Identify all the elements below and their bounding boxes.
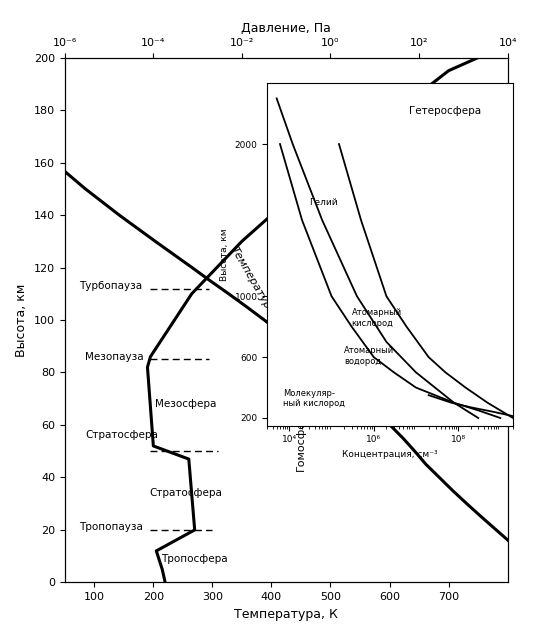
- Y-axis label: Высота, км: Высота, км: [220, 228, 229, 281]
- X-axis label: Давление, Па: Давление, Па: [241, 22, 331, 35]
- Text: Стратосфера: Стратосфера: [150, 488, 222, 498]
- X-axis label: Температура, К: Температура, К: [234, 607, 338, 621]
- Text: Мезосфера: Мезосфера: [155, 399, 217, 409]
- X-axis label: Концентрация, см⁻³: Концентрация, см⁻³: [342, 450, 438, 459]
- Text: Температура: Температура: [228, 244, 275, 317]
- Text: Гомосфера: Гомосфера: [296, 406, 306, 470]
- Text: Мезопауза: Мезопауза: [85, 352, 144, 362]
- Text: Гетеросфера: Гетеросфера: [409, 106, 482, 116]
- Text: Атомарный
водород: Атомарный водород: [344, 346, 394, 366]
- Text: Гелий: Гелий: [309, 198, 338, 207]
- Text: Молекуляр-
ный кислород: Молекуляр- ный кислород: [283, 389, 345, 408]
- Text: Турбопауза: Турбопауза: [79, 281, 143, 291]
- Text: Стратосфера: Стратосфера: [85, 431, 158, 440]
- Y-axis label: Высота, км: Высота, км: [16, 284, 29, 356]
- Text: Гетеросфера: Гетеросфера: [296, 98, 306, 175]
- Text: Атомарный
кислород: Атомарный кислород: [352, 308, 402, 328]
- Text: Давление: Давление: [400, 322, 450, 381]
- Text: Тропосфера: Тропосфера: [161, 554, 228, 564]
- Text: Тропопауза: Тропопауза: [79, 522, 144, 532]
